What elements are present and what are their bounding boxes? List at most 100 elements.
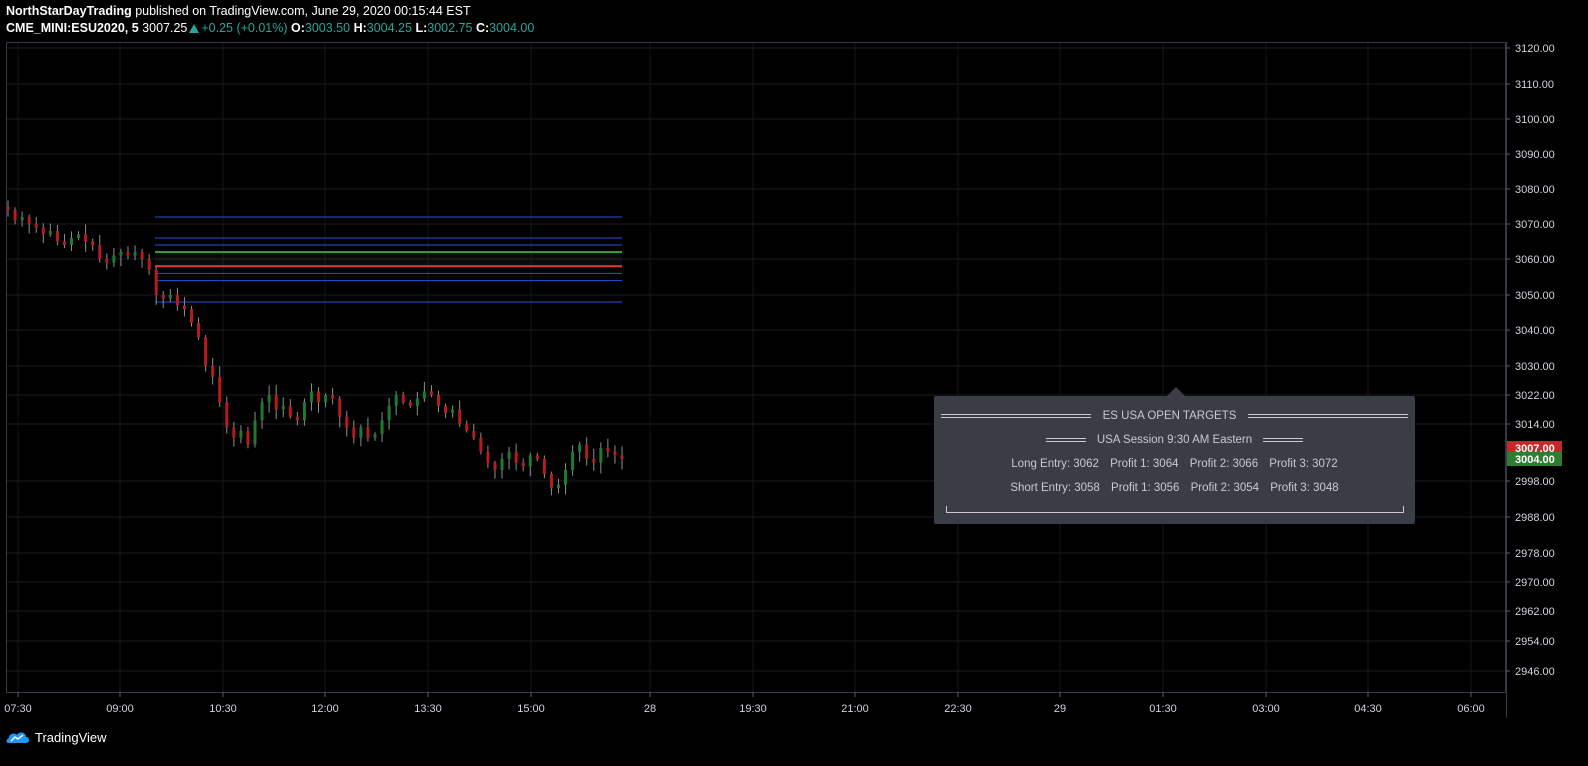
open-value: 3003.50 [304,21,351,35]
candle-body [27,217,31,224]
candle-body [239,430,243,438]
candle-body [197,323,201,338]
author-name[interactable]: NorthStarDayTrading [6,4,132,18]
panel-caret [1167,387,1185,396]
x-tick-label: 21:00 [841,703,869,715]
candle-body [578,444,582,452]
candle-body [472,430,476,438]
candle-body [324,395,328,403]
candle-body [592,459,596,463]
y-tick-label: 3090.00 [1515,149,1555,161]
candle-body [465,424,469,431]
x-tick-label: 22:30 [944,703,972,715]
x-tick-label: 04:30 [1354,703,1382,715]
candle-body [161,295,165,299]
candle-body [394,395,398,406]
y-tick-label: 3080.00 [1515,184,1555,196]
y-tick-label: 3040.00 [1515,325,1555,337]
x-tick-label: 13:30 [414,703,442,715]
candle-body [373,434,377,438]
candle-body [105,259,109,263]
x-tick-label: 09:00 [106,703,134,715]
candle-body [267,395,271,403]
last-price: 3007.25 [142,21,188,35]
x-tick-label: 15:00 [517,703,545,715]
candle-body [514,451,518,463]
candle-body [345,416,349,428]
chart-grid [6,42,1506,692]
x-tick-label: 12:00 [311,703,339,715]
candle-body [154,269,158,295]
candle-body [175,295,179,306]
candle-body [564,470,568,485]
candle-body [302,402,306,421]
candle-body [528,455,532,467]
y-tick-label: 3014.00 [1515,419,1555,431]
candle-body [20,217,24,221]
short-profit-1: Profit 1: 3056 [1111,482,1180,494]
symbol-label: CME_MINI:ESU2020, 5 [6,21,139,35]
long-profit-3: Profit 3: 3072 [1269,458,1338,470]
high-label: H: [353,21,367,35]
candle-body [380,420,384,435]
candle-body [458,409,462,424]
footer-brand-label: TradingView [35,729,107,745]
price-tag-bg [1507,452,1562,466]
price-axis: 3120.00 3110.00 3100.00 3090.00 3080.00 3070.… [1506,43,1555,678]
candle-body [112,255,116,263]
plot-border [6,42,1506,693]
candle-body [451,409,455,414]
up-arrow-icon [189,24,200,33]
candle-body [542,459,546,474]
target-levels [155,216,622,303]
candle-body [571,451,575,470]
title-rule-right [1247,413,1408,418]
y-tick-label: 3030.00 [1515,361,1555,373]
candle-body [429,391,433,395]
candle-body [521,462,525,467]
entry-zone [155,252,622,267]
candle-body [147,259,151,270]
session-rule-right [1263,437,1304,442]
close-value: 3004.00 [489,21,535,35]
price-tag: 3004.00 [1515,454,1555,466]
candle-body [189,309,193,323]
candle-body [119,252,123,256]
candle-body [211,366,215,377]
panel-title: ES USA OPEN TARGETS [1102,410,1237,422]
session-label: USA Session 9:30 AM Eastern [1096,434,1253,446]
candle-body [133,252,137,256]
candle-body [387,405,391,421]
candle-body [140,252,144,259]
y-tick-label: 3022.00 [1515,390,1555,402]
session-rule-left [1045,437,1086,442]
candle-body [585,444,589,459]
long-profit-1: Profit 1: 3064 [1110,458,1179,470]
y-tick-label: 3100.00 [1515,114,1555,126]
title-rule-left [941,413,1092,418]
x-tick-label: 19:30 [739,703,767,715]
long-entry: Long Entry: 3062 [1011,458,1099,470]
candle-body [182,305,186,309]
ohlc-legend: CME_MINI:ESU2020, 5 3007.25 +0.25 (+0.01%… [6,21,534,35]
x-tick-label: 07:30 [4,703,32,715]
candle-body [444,405,448,414]
candle-body [225,402,229,428]
footer-brand[interactable]: TradingView [6,729,107,745]
candle-body [493,462,497,470]
candle-body [218,376,222,403]
candle-body [401,395,405,403]
time-axis: 07:30 09:00 10:30 12:00 13:30 15:00 28 19:30 21:… [4,692,1485,715]
y-tick-label: 3070.00 [1515,219,1555,231]
candle-body [288,405,292,417]
y-tick-label: 2962.00 [1515,606,1555,618]
short-profit-3: Profit 3: 3048 [1270,482,1339,494]
candle-body [34,224,38,228]
candle-body [232,427,236,438]
candle-body [479,437,483,452]
long-profit-2: Profit 2: 3066 [1189,458,1259,470]
candle-body [338,398,342,417]
y-tick-label: 3060.00 [1515,254,1555,266]
candle-body [6,206,10,210]
